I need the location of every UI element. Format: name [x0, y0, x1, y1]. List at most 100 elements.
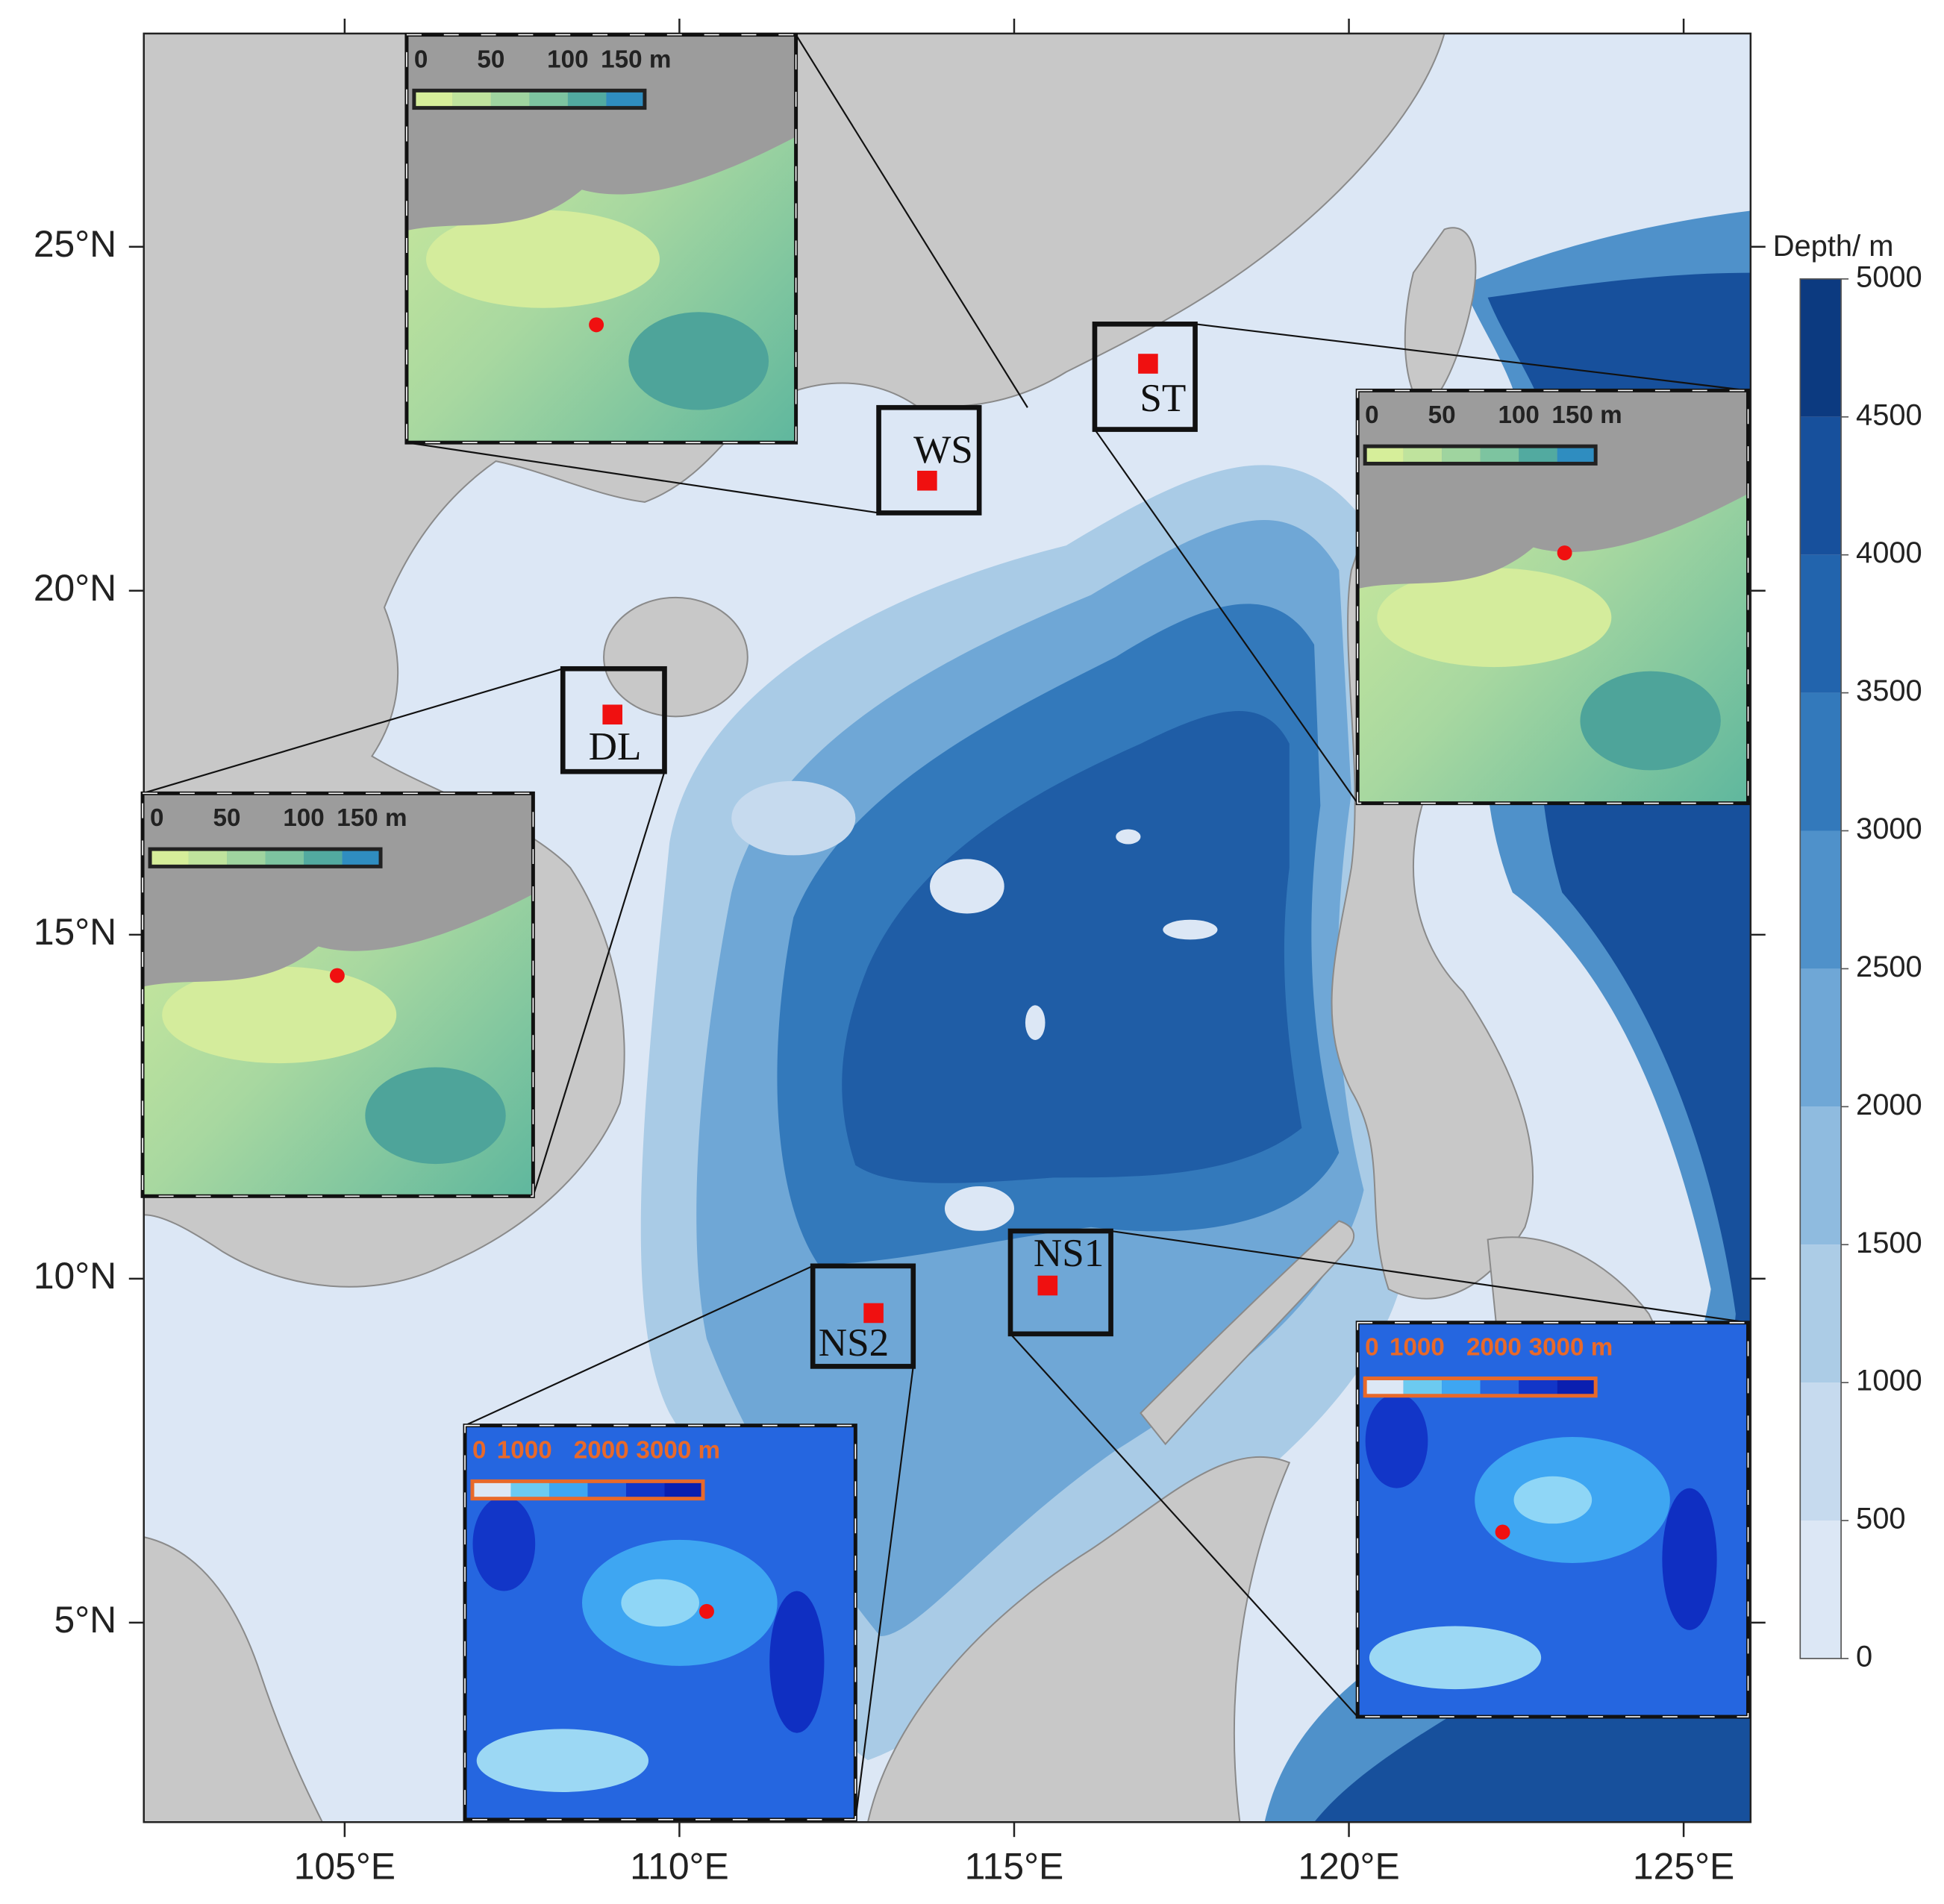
colorbar-band — [1800, 968, 1842, 1107]
inset-shoal — [1377, 568, 1612, 668]
inset-connector — [464, 1265, 813, 1427]
colorbar-tick-label: 3500 — [1856, 674, 1922, 707]
inset: 0 1000 2000 3000 m — [463, 1424, 857, 1822]
seamount — [731, 780, 856, 856]
colorbar-tick-label: 3000 — [1856, 812, 1922, 845]
inset-connector — [1110, 1230, 1748, 1324]
colorbar-tick-label: 1000 — [1856, 1365, 1922, 1397]
inset-scale-label: 50 — [1428, 401, 1456, 429]
colorbar-tick-label: 2000 — [1856, 1089, 1922, 1121]
inset-scale-label: 3000 m — [636, 1436, 720, 1464]
inset-deep — [628, 312, 769, 410]
inset-scale-label: 150 m — [1551, 401, 1622, 429]
site-marker — [863, 1303, 884, 1324]
inset-scale-label: 100 — [283, 804, 324, 832]
colorbar-band — [1800, 830, 1842, 969]
seamount — [930, 859, 1004, 914]
inset-scale-segment — [265, 849, 304, 867]
inset-site-dot — [329, 968, 345, 983]
inset-connector — [532, 771, 666, 1197]
inset-deep — [365, 1067, 506, 1165]
inset-frame-dash — [406, 34, 797, 444]
colorbar-frame — [1799, 278, 1842, 1659]
y-tick-label: 10°N — [34, 1255, 116, 1297]
site-box — [876, 404, 982, 516]
inset-trough — [472, 1496, 536, 1591]
inset: 0 50 100 150 m — [404, 33, 798, 445]
inset-scale-segment — [1442, 1378, 1481, 1396]
colorbar-tick-label: 2500 — [1856, 951, 1922, 983]
y-tick-label: 15°N — [34, 911, 116, 953]
inset-scale-segment — [452, 90, 491, 108]
colorbar-band — [1800, 1244, 1842, 1383]
inset-scale-label: 150 m — [337, 804, 407, 832]
inset-scale-label: 0 — [1365, 401, 1378, 429]
inset-scale-label: 100 — [1498, 401, 1539, 429]
inset-scale-frame — [148, 847, 383, 868]
inset-scale-segment — [1365, 1378, 1404, 1396]
depth-layer — [842, 711, 1302, 1183]
seamount — [1163, 919, 1218, 940]
site-box — [1092, 322, 1198, 432]
x-tick-label: 110°E — [630, 1846, 729, 1888]
inset-scale-segment — [490, 90, 530, 108]
inset-scale-segment — [1403, 446, 1443, 464]
inset-scale-label: 50 — [213, 804, 241, 832]
inset-land — [143, 793, 534, 987]
inset-rise — [1513, 1476, 1593, 1524]
inset-scale-segment — [1480, 1378, 1519, 1396]
colorbar-tick-label: 500 — [1856, 1503, 1906, 1535]
inset-scale-label: 0 — [150, 804, 163, 832]
inset-scale-segment — [472, 1481, 511, 1499]
inset-scale-label: 0 — [1365, 1333, 1378, 1361]
colorbar-tick-label: 4500 — [1856, 398, 1922, 431]
inset-scale-segment — [1557, 446, 1596, 464]
colorbar-tick-label: 4000 — [1856, 536, 1922, 569]
inset-connector — [142, 668, 563, 795]
inset-frame-dash — [1357, 389, 1749, 804]
overlay: 105°E 110°E 115°E 120°E 125°E 5°N 10°N 15°N 20°N… — [34, 18, 1922, 1888]
y-tick-label: 25°N — [34, 223, 116, 265]
inset-scale-label: 50 — [477, 46, 504, 73]
inset-scale-segment — [1365, 446, 1404, 464]
site-marker — [602, 704, 622, 725]
site-marker — [917, 470, 937, 491]
colorbar-band — [1800, 1106, 1842, 1245]
inset-scale-segment — [567, 90, 607, 108]
inset-scale-label: 0 — [472, 1436, 486, 1464]
inset-scale-segment — [1480, 446, 1519, 464]
inset-site-dot — [699, 1603, 714, 1619]
inset-scale-segment — [150, 849, 189, 867]
inset-scale-label: 1000 — [1390, 1333, 1445, 1361]
site-box — [560, 666, 667, 774]
inset-scale-segment — [587, 1481, 626, 1499]
inset-connector — [1094, 428, 1359, 804]
inset-scale-label: 3000 m — [1529, 1333, 1613, 1361]
colorbar-tick-label: 0 — [1856, 1640, 1872, 1673]
inset-scale-segment — [227, 849, 266, 867]
inset-scale-frame — [1363, 444, 1598, 466]
site-box — [1007, 1228, 1113, 1337]
x-tick-label: 120°E — [1298, 1846, 1399, 1888]
inset-rise — [621, 1579, 700, 1627]
site-box — [810, 1263, 916, 1369]
inset-scale-segment — [1403, 1378, 1443, 1396]
inset-scale-label: 2000 — [1466, 1333, 1522, 1361]
inset-scale-segment — [529, 90, 568, 108]
colorbar-band — [1800, 692, 1842, 831]
seamount — [1025, 1005, 1046, 1040]
site-marker — [1037, 1275, 1058, 1296]
inset-scale-segment — [304, 849, 343, 867]
inset-frame-dash — [464, 1424, 857, 1820]
inset-scale-segment — [1519, 1378, 1557, 1396]
inset-scale-label: 100 — [547, 46, 588, 73]
inset-site-dot — [589, 317, 604, 333]
inset-land — [406, 34, 796, 231]
inset: 0 50 100 150 m — [140, 791, 535, 1198]
colorbar-band — [1800, 554, 1842, 693]
inset-trough — [1365, 1393, 1428, 1488]
inset-scale-label: 0 — [414, 46, 428, 73]
inset-scale-segment — [1519, 446, 1557, 464]
x-tick-label: 105°E — [294, 1846, 396, 1888]
inset-shoal — [426, 210, 660, 308]
